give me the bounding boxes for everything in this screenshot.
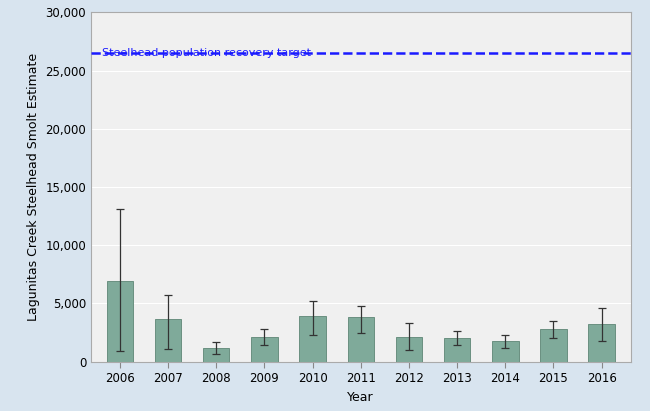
Bar	[492, 341, 519, 362]
Y-axis label: Lagunitas Creek Steelhead Smolt Estimate: Lagunitas Creek Steelhead Smolt Estimate	[27, 53, 40, 321]
Bar	[155, 319, 181, 362]
Bar	[300, 316, 326, 362]
Bar	[203, 348, 229, 362]
Text: Steelhead population recovery target: Steelhead population recovery target	[102, 48, 311, 58]
Bar	[396, 337, 422, 362]
Bar	[588, 324, 615, 362]
X-axis label: Year: Year	[348, 390, 374, 404]
Bar	[348, 317, 374, 362]
Bar	[540, 329, 567, 362]
Bar	[251, 337, 278, 362]
Bar	[107, 282, 133, 362]
Bar	[444, 338, 471, 362]
